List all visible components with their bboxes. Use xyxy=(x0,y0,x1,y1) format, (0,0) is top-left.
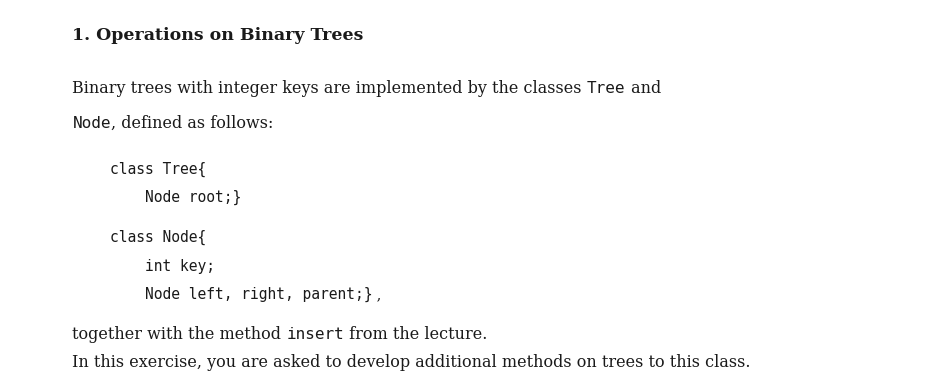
Text: , defined as follows:: , defined as follows: xyxy=(110,115,273,131)
Text: 1. Operations on Binary Trees: 1. Operations on Binary Trees xyxy=(72,27,363,44)
Text: class Node{: class Node{ xyxy=(109,230,206,245)
Text: In this exercise, you are asked to develop additional methods on trees to this c: In this exercise, you are asked to devel… xyxy=(72,354,750,370)
Text: from the lecture.: from the lecture. xyxy=(344,326,487,343)
Text: Node left, right, parent;}: Node left, right, parent;} xyxy=(109,287,372,302)
Text: Node: Node xyxy=(72,116,110,131)
Text: together with the method: together with the method xyxy=(72,326,286,343)
Text: Binary trees with integer keys are implemented by the classes: Binary trees with integer keys are imple… xyxy=(72,80,587,97)
Text: class Tree{: class Tree{ xyxy=(109,162,206,176)
Text: ,: , xyxy=(372,288,381,302)
Text: insert: insert xyxy=(286,327,344,342)
Text: int key;: int key; xyxy=(109,259,214,274)
Text: and: and xyxy=(625,80,660,97)
Text: Tree: Tree xyxy=(587,82,625,96)
Text: Node root;}: Node root;} xyxy=(109,190,240,205)
